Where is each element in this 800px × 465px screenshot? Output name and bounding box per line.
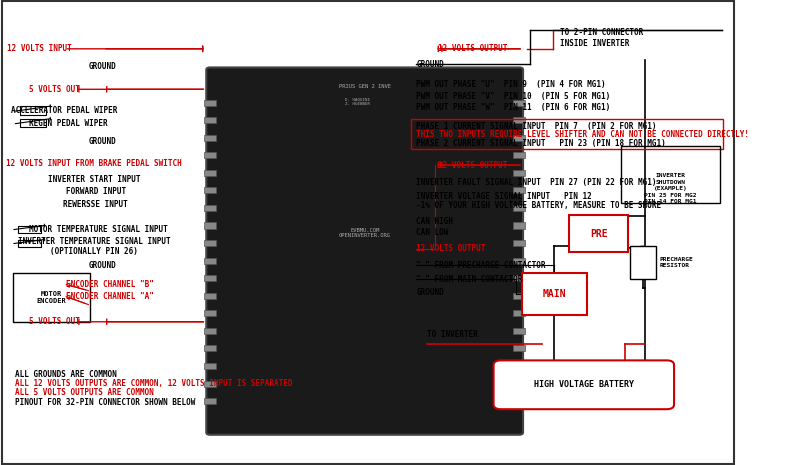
Bar <box>514 328 526 334</box>
Bar <box>514 117 526 123</box>
Bar <box>514 380 526 386</box>
Bar <box>204 222 216 228</box>
Bar <box>204 398 216 404</box>
Text: 12 VOLTS OUTPUT: 12 VOLTS OUTPUT <box>438 44 508 53</box>
Text: 5 VOLTS OUT: 5 VOLTS OUT <box>30 317 80 326</box>
Text: HIGH VOLTAGE BATTERY: HIGH VOLTAGE BATTERY <box>534 380 634 389</box>
Bar <box>204 240 216 246</box>
Bar <box>204 293 216 299</box>
Text: PRE: PRE <box>590 229 607 239</box>
Text: CAN LOW: CAN LOW <box>416 228 449 237</box>
Text: ENCODER CHANNEL "A": ENCODER CHANNEL "A" <box>66 292 154 301</box>
Bar <box>514 240 526 246</box>
Text: PWM OUT PHASE "V"  PIN 10  (PIN 5 FOR MG1): PWM OUT PHASE "V" PIN 10 (PIN 5 FOR MG1) <box>416 92 610 101</box>
Bar <box>204 117 216 123</box>
Text: TO 2-PIN CONNECTOR
INSIDE INVERTER: TO 2-PIN CONNECTOR INSIDE INVERTER <box>560 28 643 48</box>
Bar <box>514 100 526 106</box>
Text: GROUND: GROUND <box>89 137 116 146</box>
Bar <box>514 345 526 352</box>
Text: -1% OF YOUR HIGH VOLTAGE BATTERY, MEASURE TO BE SHURE: -1% OF YOUR HIGH VOLTAGE BATTERY, MEASUR… <box>416 201 662 210</box>
Bar <box>514 258 526 264</box>
Bar <box>204 152 216 158</box>
Bar <box>204 170 216 176</box>
Text: PHASE 2 CURRENT SIGNAL INPUT   PIN 23 (PIN 18 FOR MG1): PHASE 2 CURRENT SIGNAL INPUT PIN 23 (PIN… <box>416 139 666 148</box>
Text: EVBMU.COM
OPENINVERTER.ORG: EVBMU.COM OPENINVERTER.ORG <box>338 227 390 239</box>
Bar <box>514 152 526 158</box>
Text: MAIN: MAIN <box>542 289 566 299</box>
Text: INVERTER FAULT SIGNAL INPUT  PIN 27 (PIN 22 FOR MG1): INVERTER FAULT SIGNAL INPUT PIN 27 (PIN … <box>416 178 657 187</box>
Text: PWM OUT PHASE "W"  PIN 11  (PIN 6 FOR MG1): PWM OUT PHASE "W" PIN 11 (PIN 6 FOR MG1) <box>416 103 610 113</box>
Text: "-" FROM MAIN CONTACTOR: "-" FROM MAIN CONTACTOR <box>416 274 522 284</box>
Text: GROUND: GROUND <box>89 261 116 271</box>
Text: INVERTER TEMPERATURE SIGNAL INPUT: INVERTER TEMPERATURE SIGNAL INPUT <box>18 237 171 246</box>
Text: 12 VOLTS OUTPUT: 12 VOLTS OUTPUT <box>416 244 486 253</box>
Text: REWERSSE INPUT: REWERSSE INPUT <box>62 199 127 209</box>
Bar <box>18 240 41 246</box>
Bar <box>204 100 216 106</box>
Bar <box>204 345 216 352</box>
Text: ALL 12 VOLTS OUTPUTS ARE COMMON, 12 VOLTS INPUT IS SEPARATED: ALL 12 VOLTS OUTPUTS ARE COMMON, 12 VOLT… <box>14 379 292 388</box>
Text: PRECHARGE
RESISTOR: PRECHARGE RESISTOR <box>659 257 693 268</box>
Text: INVERTER
SHUTDOWN
(EXAMPLE)
PIN 25 FOR MG2
PIN 14 FOR MG1: INVERTER SHUTDOWN (EXAMPLE) PIN 25 FOR M… <box>644 173 697 205</box>
Text: (OPTIONALLY PIN 26): (OPTIONALLY PIN 26) <box>50 246 138 256</box>
Bar <box>514 135 526 141</box>
Text: MOTOR TEMPERATURE SIGNAL INPUT: MOTOR TEMPERATURE SIGNAL INPUT <box>30 225 168 234</box>
Text: PWM OUT PHASE "U"  PIN 9  (PIN 4 FOR MG1): PWM OUT PHASE "U" PIN 9 (PIN 4 FOR MG1) <box>416 80 606 89</box>
Bar <box>204 135 216 141</box>
Bar <box>514 205 526 211</box>
Text: ALL GROUNDS ARE COMMON: ALL GROUNDS ARE COMMON <box>14 370 117 379</box>
Text: CAN HIGH: CAN HIGH <box>416 217 454 226</box>
Bar <box>20 119 46 127</box>
Text: TO INVERTER: TO INVERTER <box>427 330 478 339</box>
Text: 12 VOLTS OUTPUT: 12 VOLTS OUTPUT <box>438 160 508 170</box>
Text: GROUND: GROUND <box>416 288 444 298</box>
Text: PINOUT FOR 32-PIN CONNECTOR SHOWN BELOW: PINOUT FOR 32-PIN CONNECTOR SHOWN BELOW <box>14 398 195 407</box>
Text: THIS TWO INPUTS REQUIRE LEVEL SHIFTER AND CAN NOT BE CONNECTED DIRECTLY!: THIS TWO INPUTS REQUIRE LEVEL SHIFTER AN… <box>416 130 750 140</box>
Bar <box>514 363 526 369</box>
Text: D. HAQUINE
Z. HUEBNER: D. HAQUINE Z. HUEBNER <box>345 98 370 106</box>
Bar <box>204 380 216 386</box>
Text: ENCODER CHANNEL "B": ENCODER CHANNEL "B" <box>66 280 154 289</box>
Text: ALL 5 VOLTS OUTPUTS ARE COMMON: ALL 5 VOLTS OUTPUTS ARE COMMON <box>14 388 154 398</box>
Bar <box>204 258 216 264</box>
Bar <box>630 246 656 279</box>
Bar <box>204 275 216 281</box>
Bar <box>204 310 216 316</box>
FancyBboxPatch shape <box>522 273 587 315</box>
Text: PRIUS GEN 2 INVE: PRIUS GEN 2 INVE <box>338 84 390 89</box>
Bar <box>204 328 216 334</box>
FancyBboxPatch shape <box>570 215 628 252</box>
Text: MOTOR
ENCODER: MOTOR ENCODER <box>37 291 66 305</box>
Bar <box>514 275 526 281</box>
Bar <box>514 222 526 228</box>
Bar <box>204 205 216 211</box>
FancyBboxPatch shape <box>494 360 674 409</box>
Bar <box>204 187 216 193</box>
Text: GROUND: GROUND <box>416 60 444 69</box>
Text: INVERTER START INPUT: INVERTER START INPUT <box>48 174 140 184</box>
Text: 12 VOLTS INPUT FROM BRAKE PEDAL SWITCH: 12 VOLTS INPUT FROM BRAKE PEDAL SWITCH <box>6 159 182 168</box>
Bar <box>514 398 526 404</box>
Bar <box>18 226 41 232</box>
Bar <box>20 106 46 115</box>
FancyBboxPatch shape <box>206 67 523 435</box>
Text: PHASE 1 CURRENT SIGNAL INPUT  PIN 7  (PIN 2 FOR MG1): PHASE 1 CURRENT SIGNAL INPUT PIN 7 (PIN … <box>416 122 657 131</box>
Bar <box>204 363 216 369</box>
Text: REGEN PEDAL WIPER: REGEN PEDAL WIPER <box>30 119 108 128</box>
Text: "-" FROM PRECHARGE CONTACTOR: "-" FROM PRECHARGE CONTACTOR <box>416 260 546 270</box>
Text: FORWARD INPUT: FORWARD INPUT <box>66 187 126 196</box>
Bar <box>514 310 526 316</box>
Bar <box>514 187 526 193</box>
Text: 5 VOLTS OUT: 5 VOLTS OUT <box>30 85 80 94</box>
Text: GROUND: GROUND <box>89 61 116 71</box>
Bar <box>514 170 526 176</box>
Bar <box>514 293 526 299</box>
Text: INVERTER VOLTAGE SIGNAL INPUT   PIN 12: INVERTER VOLTAGE SIGNAL INPUT PIN 12 <box>416 192 592 201</box>
Text: 12 VOLTS INPUT: 12 VOLTS INPUT <box>7 44 72 53</box>
Text: ACCELERATOR PEDAL WIPER: ACCELERATOR PEDAL WIPER <box>11 106 118 115</box>
